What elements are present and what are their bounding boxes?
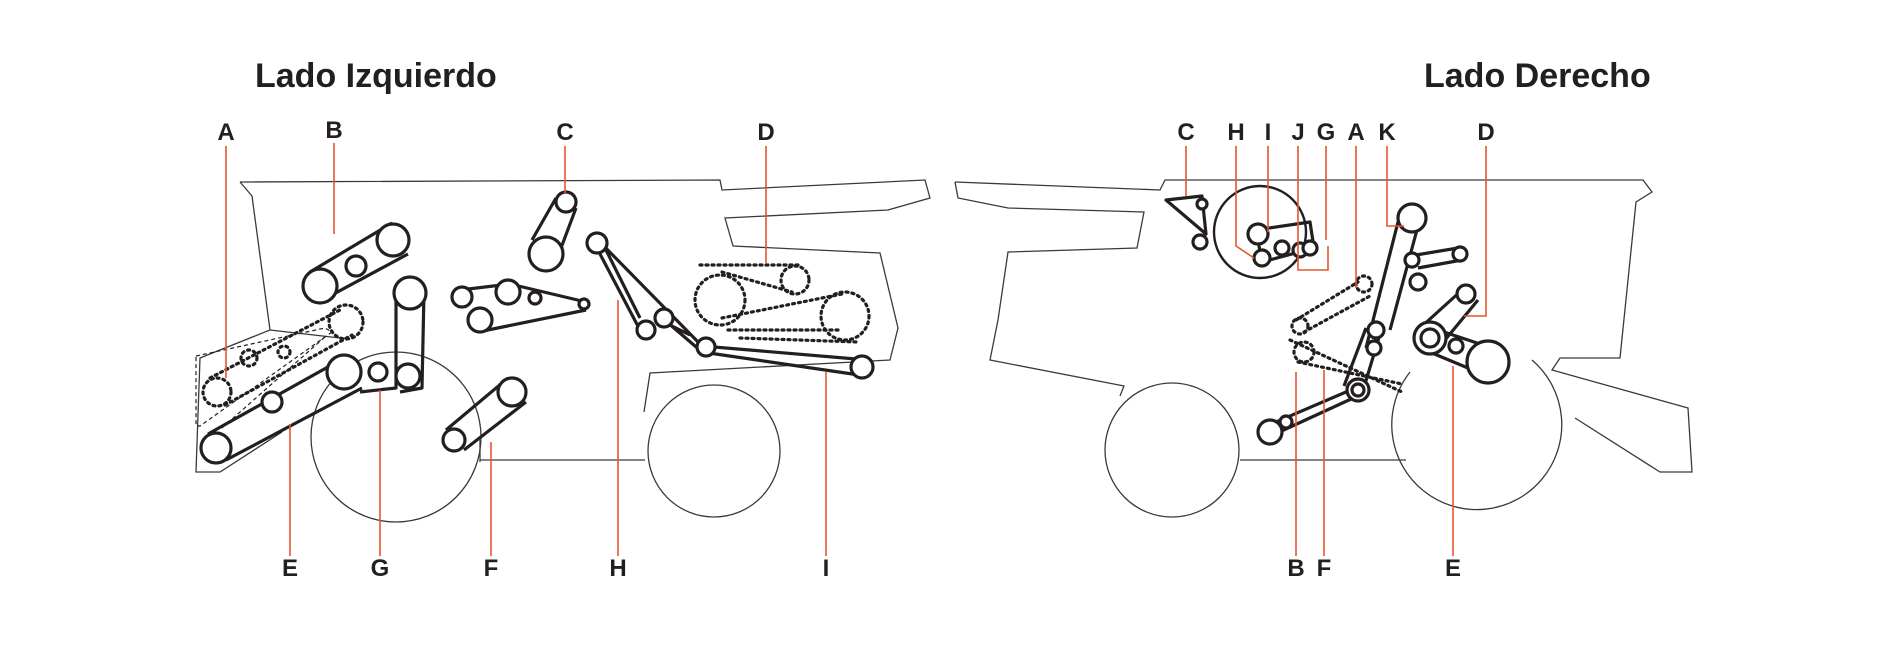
right-label-a: A	[1347, 119, 1364, 146]
right-side-diagram: Lado Derecho	[954, 57, 1693, 582]
left-label-e: E	[282, 555, 298, 582]
right-label-d: D	[1477, 119, 1494, 146]
right-label-c: C	[1177, 119, 1194, 146]
right-machine-outline	[954, 179, 1693, 518]
right-belt-a-b-f	[1256, 320, 1386, 446]
left-belt-g	[359, 275, 428, 394]
left-side-title: Lado Izquierdo	[255, 57, 497, 95]
left-label-a: A	[217, 119, 234, 146]
right-label-e: E	[1445, 555, 1461, 582]
right-labels: C H I J G A K D B F E	[1177, 119, 1494, 582]
left-belt-d	[693, 263, 871, 344]
right-label-i: I	[1265, 119, 1272, 146]
left-label-i: I	[823, 555, 830, 582]
right-belt-c	[1164, 194, 1209, 251]
left-belt-f	[441, 376, 528, 453]
left-belt-middle	[450, 278, 591, 334]
left-belt-a	[195, 303, 365, 429]
left-belt-e	[199, 353, 363, 465]
right-belt-h-i-j-g	[1212, 184, 1319, 280]
left-belt-h-i	[585, 231, 875, 380]
left-label-d: D	[757, 119, 774, 146]
right-label-j: J	[1291, 119, 1304, 146]
left-machine-outline	[195, 179, 931, 523]
left-labels: A B C D E G F H I	[217, 117, 829, 582]
left-label-c: C	[556, 119, 573, 146]
left-leader-lines	[225, 143, 827, 556]
right-label-g: G	[1317, 119, 1336, 146]
right-label-k: K	[1378, 119, 1396, 146]
right-belt-dotted	[1288, 274, 1404, 394]
left-label-b: B	[325, 117, 342, 144]
left-label-h: H	[609, 555, 626, 582]
left-label-f: F	[484, 555, 499, 582]
right-side-title: Lado Derecho	[1424, 57, 1651, 95]
right-label-h: H	[1227, 119, 1244, 146]
right-label-f: F	[1317, 555, 1332, 582]
left-label-g: G	[371, 555, 390, 582]
left-belt-c	[527, 190, 578, 273]
left-side-diagram: Lado Izquierdo	[195, 57, 931, 582]
right-belt-d-e	[1412, 283, 1511, 385]
right-leader-lines	[1185, 146, 1487, 556]
left-belt-b	[301, 221, 411, 305]
right-label-b: B	[1287, 555, 1304, 582]
